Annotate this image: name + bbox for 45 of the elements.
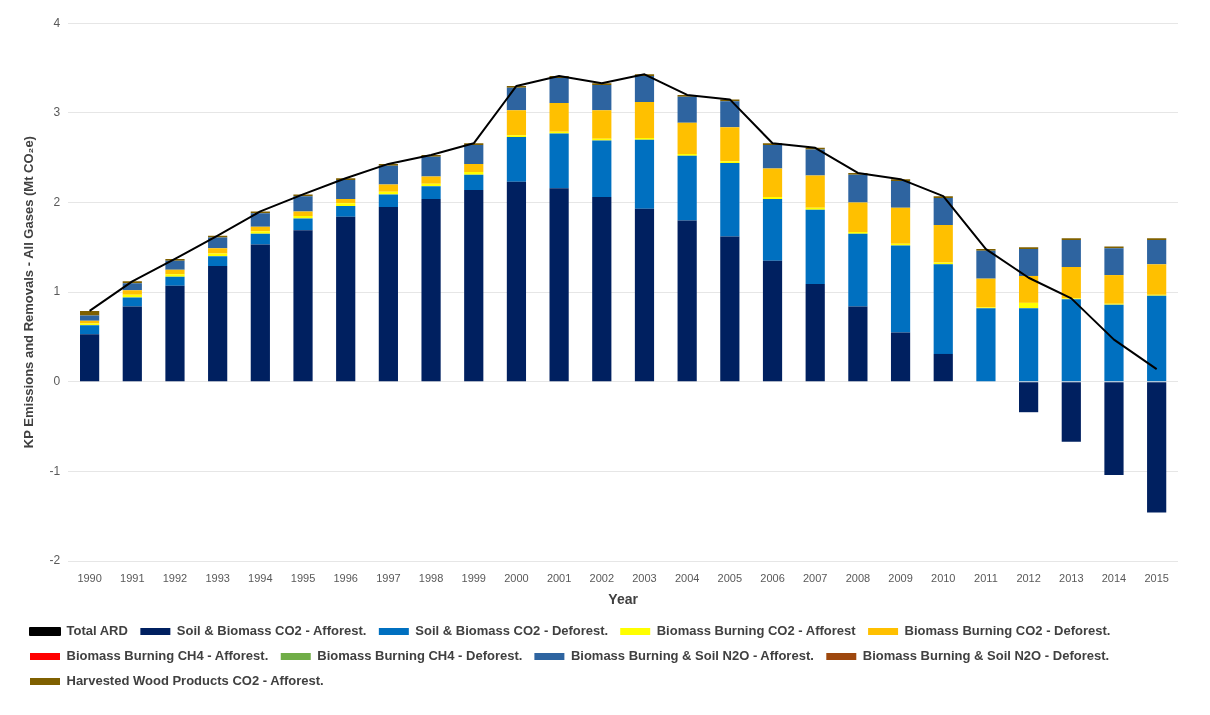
legend-label: Biomass Burning & Soil N2O - Afforest. bbox=[570, 648, 814, 664]
x-tick-label: 1995 bbox=[290, 571, 316, 584]
x-tick-label: 1997 bbox=[376, 571, 401, 584]
x-tick-label: 2007 bbox=[802, 571, 828, 584]
x-tick-label: 2015 bbox=[1144, 571, 1169, 584]
x-tick-label: 2010 bbox=[931, 571, 956, 584]
x-tick-label: 1991 bbox=[120, 571, 145, 584]
x-tick-label: 2011 bbox=[974, 571, 998, 584]
x-tick-label: 1994 bbox=[248, 571, 273, 584]
x-tick-label: 2013 bbox=[1059, 571, 1084, 584]
y-tick-label: -1 bbox=[49, 463, 61, 478]
legend-label: Harvested Wood Products CO2 - Afforest. bbox=[66, 673, 324, 689]
x-tick-label: 1996 bbox=[333, 571, 358, 584]
x-tick-label: 2001 bbox=[546, 571, 572, 584]
x-tick-label: 2004 bbox=[674, 571, 700, 584]
x-axis-title: Year bbox=[608, 591, 639, 608]
x-tick-label: 1998 bbox=[418, 571, 444, 584]
y-tick-label: 4 bbox=[53, 15, 61, 30]
x-tick-label: 1993 bbox=[205, 571, 230, 584]
x-tick-label: 2000 bbox=[504, 571, 529, 584]
legend-label: Soil & Biomass CO2 - Afforest. bbox=[176, 623, 367, 639]
x-tick-label: 2005 bbox=[717, 571, 743, 584]
legend-label: Biomass Burning & Soil N2O - Deforest. bbox=[862, 648, 1110, 664]
x-tick-label: 1992 bbox=[162, 571, 188, 584]
y-tick-label: 0 bbox=[53, 374, 61, 389]
x-tick-label: 2014 bbox=[1101, 571, 1127, 584]
x-tick-label: 2002 bbox=[589, 571, 615, 584]
x-tick-label: 2003 bbox=[632, 571, 657, 584]
y-tick-label: -2 bbox=[49, 553, 61, 568]
legend-label: Biomass Burning CH4 - Afforest. bbox=[66, 648, 269, 664]
x-tick-label: 2009 bbox=[888, 571, 913, 584]
legend-label: Biomass Burning CO2 - Deforest. bbox=[904, 623, 1111, 639]
legend-label: Biomass Burning CO2 - Afforest bbox=[656, 623, 857, 639]
y-axis-title: KP Emissions and Removals - All Gases (Mt CO₂e) bbox=[21, 136, 37, 449]
x-tick-label: 2008 bbox=[845, 571, 871, 584]
y-tick-label: 3 bbox=[53, 105, 61, 120]
y-tick-label: 1 bbox=[53, 284, 61, 299]
x-tick-label: 1999 bbox=[461, 571, 486, 584]
legend-label: Total ARD bbox=[66, 623, 128, 639]
y-tick-label: 2 bbox=[53, 194, 61, 209]
x-tick-label: 2012 bbox=[1016, 571, 1041, 584]
x-tick-label: 2006 bbox=[760, 571, 785, 584]
legend-label: Biomass Burning CH4 - Deforest. bbox=[317, 648, 523, 664]
legend-label: Soil & Biomass CO2 - Deforest. bbox=[415, 623, 609, 639]
x-tick-label: 1990 bbox=[77, 571, 102, 584]
